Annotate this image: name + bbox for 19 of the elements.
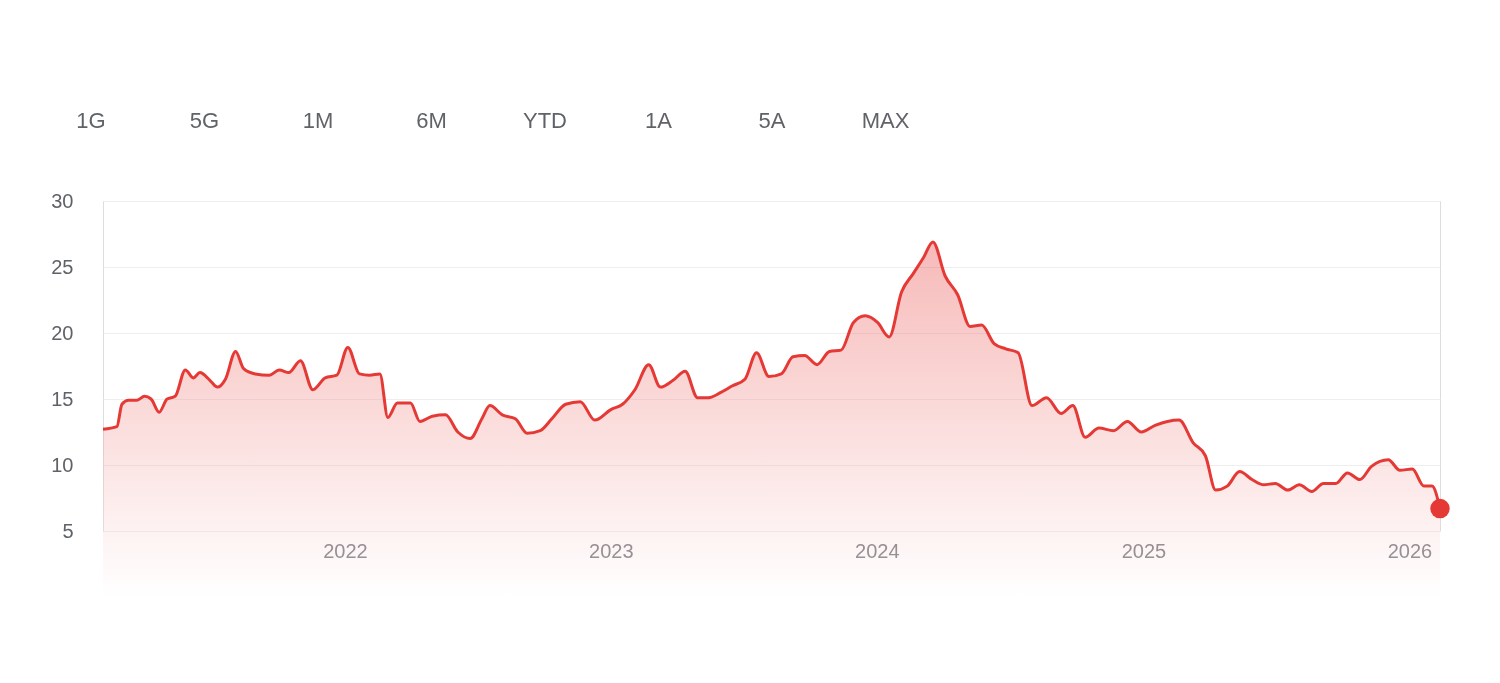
text: 5G bbox=[189, 108, 220, 133]
text: 1M bbox=[302, 108, 334, 133]
x-tick-label: 2025 bbox=[1121, 539, 1167, 562]
text: 1G bbox=[76, 108, 106, 133]
y-tick-label: 10 bbox=[51, 453, 74, 476]
y-tick-label: 25 bbox=[51, 255, 74, 278]
text: 6M bbox=[416, 108, 447, 133]
text: MAX bbox=[861, 108, 910, 133]
y-tick-label: 30 bbox=[51, 189, 74, 212]
text: 5A bbox=[758, 108, 786, 133]
text: 1A bbox=[645, 108, 673, 133]
x-tick-label: 2022 bbox=[323, 539, 368, 562]
y-tick-label: 20 bbox=[51, 321, 74, 344]
x-tick-label: 2024 bbox=[855, 539, 900, 562]
y-tick-label: 15 bbox=[51, 387, 74, 410]
x-tick-label: 2023 bbox=[589, 539, 634, 562]
y-tick-label: 5 bbox=[62, 519, 74, 542]
x-tick-label: 2026 bbox=[1387, 539, 1433, 562]
text: YTD bbox=[523, 108, 567, 133]
